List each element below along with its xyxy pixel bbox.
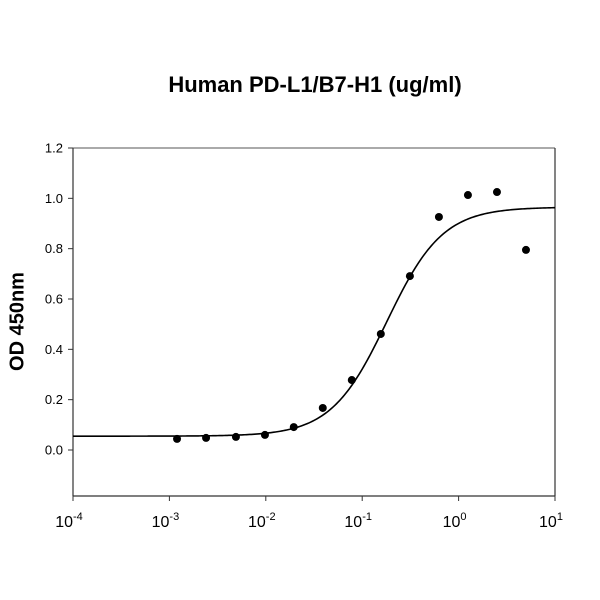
fit-curve: [73, 206, 556, 437]
data-point: [318, 403, 327, 412]
data-points: [173, 188, 530, 443]
x-axis: 10-4 10-3 10-2 10-1 100 101: [55, 496, 563, 531]
y-tick-label: 0.6: [45, 292, 63, 307]
y-tick-label: 1.2: [45, 141, 63, 156]
x-tick-label: 10-1: [344, 511, 372, 531]
y-axis: 0.0 0.2 0.4 0.6 0.8 1.0 1.2: [45, 141, 73, 458]
y-tick-label: 0.8: [45, 241, 63, 256]
data-point: [173, 434, 182, 443]
y-tick-label: 0.0: [45, 443, 63, 458]
y-tick-label: 0.2: [45, 392, 63, 407]
x-tick-label: 100: [443, 511, 467, 531]
x-tick-label: 10-3: [152, 511, 180, 531]
data-point: [231, 432, 240, 441]
y-tick-label: 0.4: [45, 342, 63, 357]
chart-title: Human PD-L1/B7-H1 (ug/ml): [168, 72, 462, 97]
data-point: [463, 191, 472, 200]
y-tick-label: 1.0: [45, 191, 63, 206]
x-tick-label: 101: [539, 511, 563, 531]
data-point: [289, 423, 298, 432]
data-point: [521, 245, 530, 254]
data-point: [376, 329, 385, 338]
x-tick-label: 10-4: [55, 511, 83, 531]
data-point: [405, 272, 414, 281]
data-point: [260, 430, 269, 439]
data-point: [202, 433, 211, 442]
x-tick-label: 10-2: [248, 511, 276, 531]
plot-frame: [72, 147, 556, 497]
data-point: [492, 188, 501, 197]
data-point: [434, 212, 443, 221]
data-point: [347, 376, 356, 385]
